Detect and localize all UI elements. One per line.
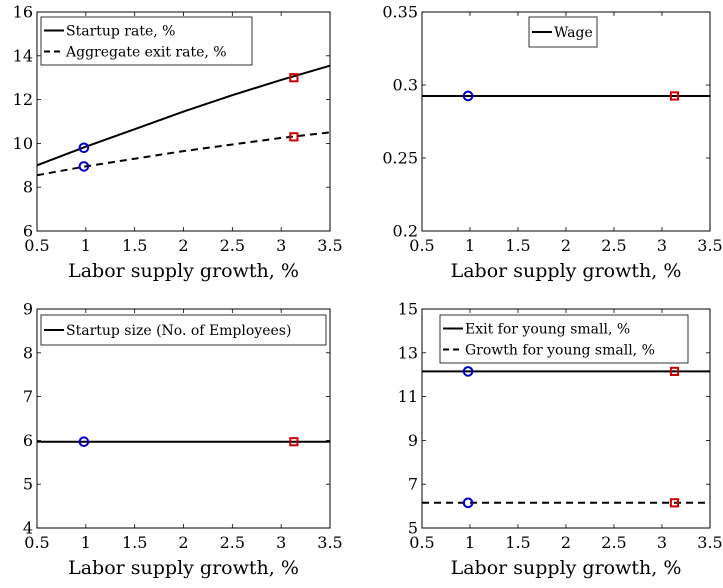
x-axis-label: Labor supply growth, % xyxy=(68,260,299,282)
marker-square xyxy=(289,437,299,447)
chart-panel-3: 0.5 1 1.5 2 2.5 3 3.5 4 5 6 7 8 9 Labor supply growth… xyxy=(23,300,343,580)
legend-label-1: Startup size (No. of Employees) xyxy=(66,323,291,339)
x-tick-label: 1 xyxy=(465,533,475,552)
x-tick-label: 2 xyxy=(178,236,188,255)
y-tick-label: 6 xyxy=(23,222,33,241)
x-tick-label: 1.5 xyxy=(122,533,147,552)
marker-circle xyxy=(462,90,474,102)
y-tick-label: 7 xyxy=(23,387,33,406)
chart-panel-1: 0.5 1 1.5 2 2.5 3 3.5 6 8 10 12 14 16 Labor supply gr… xyxy=(13,3,343,283)
x-tick-label: 1.5 xyxy=(122,236,147,255)
marker-square xyxy=(669,498,680,508)
legend-label-2: Growth for young small, % xyxy=(465,343,655,359)
x-tick-label: 2.5 xyxy=(601,533,626,552)
series-line-1 xyxy=(36,64,331,167)
legend: Exit for young small, % Growth for young … xyxy=(439,314,689,364)
x-tick-label: 2.5 xyxy=(220,533,245,552)
y-tick-label: 9 xyxy=(408,431,418,450)
x-tick-label: 3.5 xyxy=(697,236,722,255)
chart-panel-4: 0.5 1 1.5 2 2.5 3 3.5 5 7 9 11 13 15 Labor supply gro… xyxy=(398,300,723,580)
x-tick-label: 1 xyxy=(465,236,475,255)
x-tick-label: 0.5 xyxy=(409,533,434,552)
y-tick-label: 12 xyxy=(13,90,33,109)
y-tick-label: 8 xyxy=(23,178,33,197)
legend-label-1: Exit for young small, % xyxy=(465,322,630,338)
legend-box xyxy=(40,314,327,346)
y-tick-label: 10 xyxy=(13,134,33,153)
legend-box xyxy=(439,314,689,364)
plot-area xyxy=(422,12,710,231)
x-tick-label: 0.5 xyxy=(24,236,49,255)
x-tick-label: 2 xyxy=(561,236,571,255)
x-axis-label: Labor supply growth, % xyxy=(451,260,682,282)
x-tick-label: 1 xyxy=(81,236,91,255)
y-tick-label: 16 xyxy=(13,3,33,22)
x-tick-label: 2.5 xyxy=(601,236,626,255)
y-tick-label: 11 xyxy=(398,387,418,406)
y-tick-label: 0.35 xyxy=(382,3,418,22)
y-tick-label: 8 xyxy=(23,343,33,362)
legend: Startup size (No. of Employees) xyxy=(40,314,327,346)
y-tick-label: 0.3 xyxy=(393,76,418,95)
x-tick-label: 3 xyxy=(276,533,286,552)
marker-square xyxy=(289,73,299,83)
y-tick-label: 15 xyxy=(398,300,418,319)
y-tick-label: 9 xyxy=(23,300,33,319)
x-tick-label: 2 xyxy=(561,533,571,552)
x-tick-label: 3 xyxy=(657,236,667,255)
x-tick-label: 0.5 xyxy=(24,533,49,552)
y-tick-label: 5 xyxy=(23,475,33,494)
y-tick-label: 0.25 xyxy=(382,149,418,168)
series-line-2 xyxy=(36,131,331,177)
y-tick-label: 7 xyxy=(408,475,418,494)
x-tick-label: 3.5 xyxy=(317,236,342,255)
legend-label-1: Startup rate, % xyxy=(66,24,175,40)
marker-circle xyxy=(78,161,90,172)
x-axis-label: Labor supply growth, % xyxy=(68,557,299,579)
legend-box xyxy=(40,16,253,66)
x-tick-label: 2 xyxy=(178,533,188,552)
legend-label-1: Wage xyxy=(554,25,593,41)
x-tick-label: 3.5 xyxy=(697,533,722,552)
axes-frame xyxy=(36,308,331,529)
y-tick-label: 0.2 xyxy=(393,222,418,241)
marker-circle xyxy=(78,142,90,154)
plot-area xyxy=(37,309,330,528)
marker-circle xyxy=(462,497,474,509)
marker-square xyxy=(669,366,680,377)
x-tick-label: 1.5 xyxy=(505,236,530,255)
marker-square xyxy=(289,132,299,142)
axes-frame xyxy=(36,11,331,232)
legend: Startup rate, % Aggregate exit rate, % xyxy=(40,16,253,66)
x-tick-label: 3.5 xyxy=(317,533,342,552)
x-tick-label: 3 xyxy=(276,236,286,255)
x-tick-label: 2.5 xyxy=(220,236,245,255)
y-tick-label: 5 xyxy=(408,519,418,538)
legend: Wage xyxy=(528,16,598,48)
marker-circle xyxy=(462,366,474,377)
axes-frame xyxy=(421,308,711,529)
marker-square xyxy=(669,91,680,101)
y-tick-label: 6 xyxy=(23,431,33,450)
marker-circle xyxy=(78,436,90,448)
y-tick-label: 14 xyxy=(13,46,33,65)
y-tick-label: 4 xyxy=(23,519,33,538)
y-tick-label: 13 xyxy=(398,343,418,362)
x-tick-label: 1 xyxy=(81,533,91,552)
x-tick-label: 3 xyxy=(657,533,667,552)
x-tick-label: 0.5 xyxy=(409,236,434,255)
x-axis-label: Labor supply growth, % xyxy=(451,557,682,579)
legend-label-2: Aggregate exit rate, % xyxy=(65,45,227,61)
chart-panel-2: 0.5 1 1.5 2 2.5 3 3.5 0.2 0.25 0.3 0.35 Labor suppl… xyxy=(382,3,722,283)
axes-frame xyxy=(421,11,711,232)
x-tick-label: 1.5 xyxy=(505,533,530,552)
